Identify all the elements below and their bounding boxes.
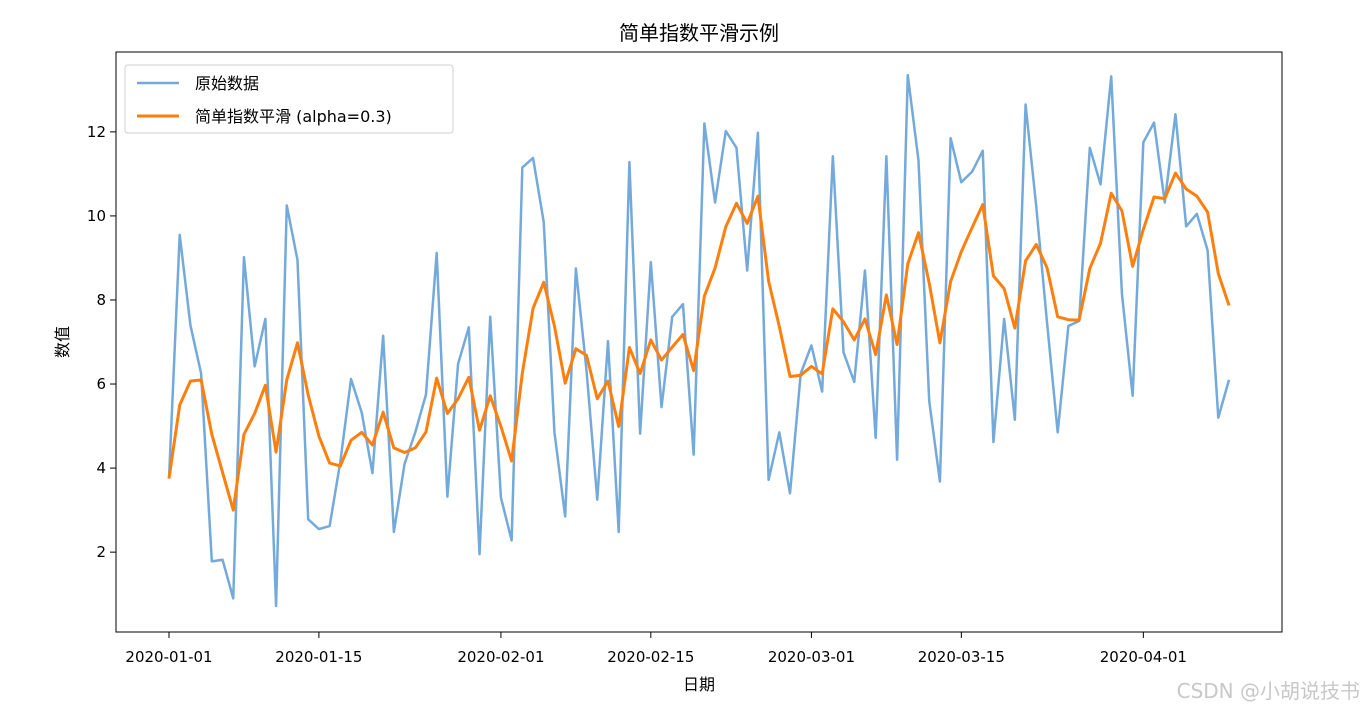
y-tick-label: 8 xyxy=(96,291,106,309)
series-line-smooth xyxy=(167,171,1231,512)
y-tick-label: 2 xyxy=(96,543,106,561)
x-tick-label: 2020-04-01 xyxy=(1100,648,1187,666)
series-lines xyxy=(167,73,1231,608)
y-tick-label: 6 xyxy=(96,375,106,393)
y-tick-label: 4 xyxy=(96,459,106,477)
x-tick-label: 2020-03-15 xyxy=(918,648,1005,666)
legend-box xyxy=(124,64,454,134)
x-tick-label: 2020-02-15 xyxy=(607,648,694,666)
series-line-raw xyxy=(167,73,1231,608)
x-tick-label: 2020-01-15 xyxy=(275,648,362,666)
x-axis-label: 日期 xyxy=(683,675,715,694)
x-tick-label: 2020-01-01 xyxy=(125,648,212,666)
chart-title: 简单指数平滑示例 xyxy=(619,21,779,45)
x-axis: 2020-01-01 2020-01-15 2020-02-01 2020-02-15… xyxy=(125,632,1187,666)
y-axis: 2 4 6 8 10 12 xyxy=(87,123,116,561)
y-axis-label: 数值 xyxy=(53,326,72,358)
legend-label-smooth: 简单指数平滑 (alpha=0.3) xyxy=(195,107,392,126)
x-tick-label: 2020-02-01 xyxy=(457,648,544,666)
watermark: CSDN @小胡说技书 xyxy=(1176,679,1360,703)
y-tick-label: 10 xyxy=(87,207,106,225)
legend: 原始数据 简单指数平滑 (alpha=0.3) xyxy=(124,64,454,134)
y-tick-label: 12 xyxy=(87,123,106,141)
x-tick-label: 2020-03-01 xyxy=(768,648,855,666)
legend-label-raw: 原始数据 xyxy=(195,74,259,93)
